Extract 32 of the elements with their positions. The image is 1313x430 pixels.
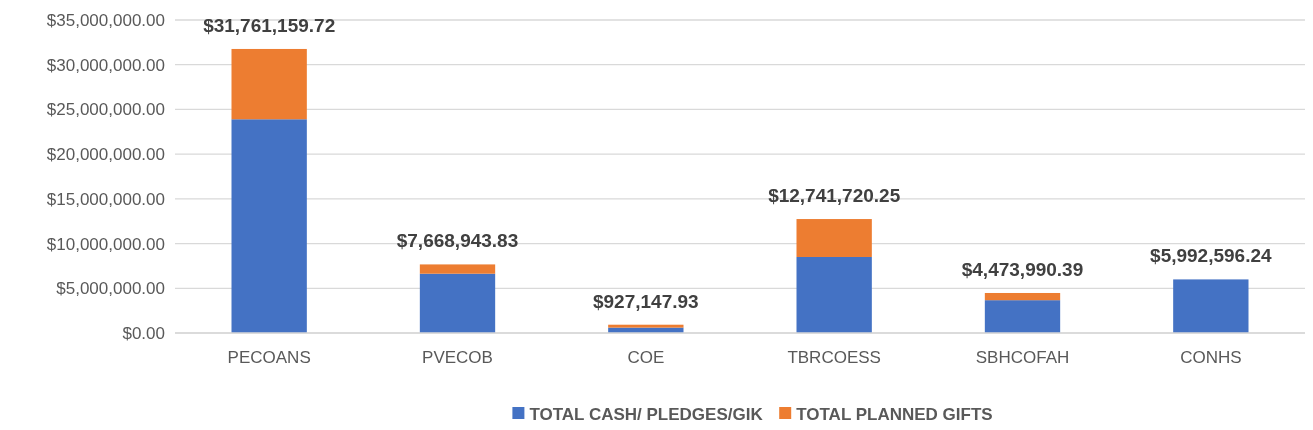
bar bbox=[984, 300, 1061, 333]
bar bbox=[608, 324, 684, 328]
bar bbox=[984, 292, 1061, 301]
x-tick-label: TBRCOESS bbox=[787, 348, 881, 367]
x-tick-label: COE bbox=[627, 348, 665, 367]
x-tick-label: PVECOB bbox=[422, 348, 493, 367]
bar bbox=[796, 219, 872, 257]
total-label: $7,668,943.83 bbox=[396, 230, 519, 252]
x-tick-label: PECOANS bbox=[227, 348, 311, 367]
y-tick-label: $15,000,000.00 bbox=[46, 189, 165, 209]
total-label: $31,761,159.72 bbox=[203, 14, 336, 36]
bar bbox=[419, 264, 496, 274]
x-tick-label: CONHS bbox=[1180, 348, 1242, 367]
bar bbox=[1173, 279, 1249, 333]
bar bbox=[419, 273, 496, 333]
bar bbox=[231, 119, 307, 333]
y-tick-label: $5,000,000.00 bbox=[56, 279, 165, 299]
legend-label: TOTAL PLANNED GIFTS bbox=[796, 404, 993, 424]
legend-label: TOTAL CASH/ PLEDGES/GIK bbox=[529, 404, 764, 424]
x-tick-label: SBHCOFAH bbox=[975, 348, 1070, 367]
y-tick-label: $20,000,000.00 bbox=[46, 145, 165, 165]
total-label: $5,992,596.24 bbox=[1150, 245, 1273, 267]
total-label: $4,473,990.39 bbox=[961, 258, 1084, 280]
bar bbox=[231, 48, 307, 120]
total-label: $12,741,720.25 bbox=[768, 185, 901, 207]
total-label: $927,147.93 bbox=[593, 290, 699, 312]
y-tick-label: $10,000,000.00 bbox=[46, 234, 165, 254]
y-tick-label: $35,000,000.00 bbox=[46, 10, 165, 30]
bar bbox=[796, 256, 872, 333]
y-tick-label: $30,000,000.00 bbox=[46, 55, 165, 75]
y-tick-label: $0.00 bbox=[122, 323, 165, 343]
y-tick-label: $25,000,000.00 bbox=[46, 100, 165, 120]
